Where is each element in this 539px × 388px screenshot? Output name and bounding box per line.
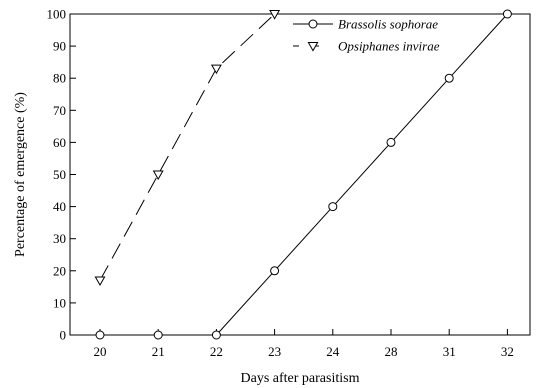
y-tick-label: 30 (53, 231, 66, 246)
y-tick-label: 60 (53, 135, 66, 150)
x-tick-label: 28 (385, 344, 398, 359)
y-tick-label: 40 (53, 199, 66, 214)
data-point (269, 10, 281, 20)
x-tick-label: 32 (501, 344, 514, 359)
y-tick-label: 100 (47, 7, 67, 22)
x-tick-label: 23 (268, 344, 281, 359)
legend-label: Opsiphanes invirae (338, 39, 440, 54)
data-point (328, 202, 338, 212)
legend-label: Brassolis sophorae (338, 17, 438, 32)
data-point (270, 266, 280, 276)
legend-item: Opsiphanes invirae (293, 39, 440, 54)
series-brassolis-sophorae (95, 9, 512, 340)
x-tick-label: 21 (152, 344, 165, 359)
y-axis: 0 10 20 30 40 50 60 70 80 90 100 (47, 7, 76, 343)
x-tick-label: 22 (210, 344, 223, 359)
y-tick-label: 0 (60, 328, 67, 343)
y-axis-label: Percentage of emergence (%) (13, 92, 28, 257)
x-tick-label: 24 (326, 344, 340, 359)
plot-border (69, 13, 531, 336)
data-point (153, 330, 163, 340)
x-axis: 20 21 22 23 24 28 31 32 (94, 329, 514, 359)
y-tick-label: 50 (53, 167, 66, 182)
legend-marker (308, 19, 318, 29)
series-line (99, 13, 275, 281)
y-tick-label: 80 (53, 71, 66, 86)
plot-frame (69, 13, 531, 336)
data-point (94, 276, 106, 287)
data-point (386, 137, 396, 147)
x-axis-label: Days after parasitism (241, 371, 360, 386)
series-opsiphanes-invirae (94, 10, 281, 287)
data-point (152, 170, 164, 181)
series-layer (94, 9, 512, 340)
y-tick-label: 20 (53, 263, 66, 278)
data-point (210, 64, 222, 75)
y-tick-label: 10 (53, 295, 66, 310)
data-point (95, 330, 105, 340)
series-line (100, 13, 508, 336)
data-point (444, 73, 454, 83)
data-point (502, 9, 512, 19)
x-tick-label: 31 (443, 344, 456, 359)
y-tick-label: 90 (53, 39, 66, 54)
legend-item: Brassolis sophorae (293, 17, 438, 32)
legend-marker (307, 42, 319, 52)
legend: Brassolis sophorae Opsiphanes invirae (293, 17, 440, 54)
y-tick-label: 70 (53, 103, 66, 118)
data-point (211, 330, 221, 340)
x-tick-label: 20 (94, 344, 107, 359)
